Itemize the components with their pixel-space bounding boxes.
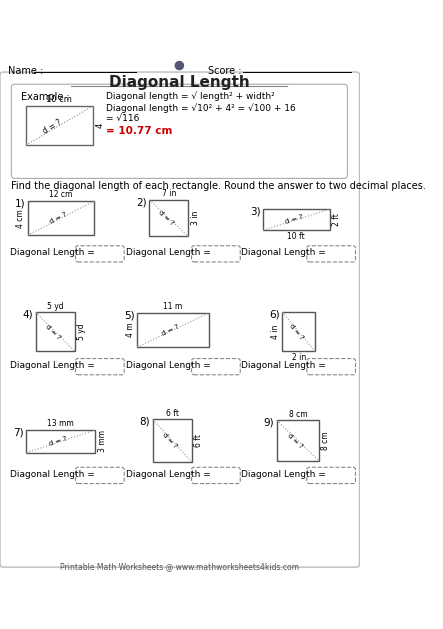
Text: d = ?: d = ? xyxy=(284,214,303,225)
Text: 3 in: 3 in xyxy=(191,211,200,225)
Text: 10 cm: 10 cm xyxy=(47,95,72,104)
Text: d = ?: d = ? xyxy=(158,209,175,226)
Text: Diagonal length = √10² + 4² = √100 + 16: Diagonal length = √10² + 4² = √100 + 16 xyxy=(105,103,295,113)
Text: Diagonal Length =: Diagonal Length = xyxy=(241,470,326,479)
Text: d = ?: d = ? xyxy=(287,432,304,449)
Text: 6 ft: 6 ft xyxy=(166,409,179,418)
Text: 1): 1) xyxy=(15,199,25,209)
Text: 8 cm: 8 cm xyxy=(288,409,307,419)
Text: Diagonal length = √ length² + width²: Diagonal length = √ length² + width² xyxy=(105,91,274,101)
Text: 4 cm: 4 cm xyxy=(16,209,25,228)
Text: Example :: Example : xyxy=(21,91,70,101)
Text: Diagonal Length =: Diagonal Length = xyxy=(10,470,94,479)
Text: Diagonal Length =: Diagonal Length = xyxy=(241,361,326,370)
FancyBboxPatch shape xyxy=(0,72,360,567)
Text: 4 in: 4 in xyxy=(271,325,280,339)
Text: Diagonal Length =: Diagonal Length = xyxy=(10,361,94,370)
Text: 4 m: 4 m xyxy=(126,323,135,337)
Text: d = ?: d = ? xyxy=(161,323,180,337)
Text: 11 m: 11 m xyxy=(163,303,183,311)
Text: 7 in: 7 in xyxy=(162,189,176,198)
FancyBboxPatch shape xyxy=(75,359,124,375)
Text: Diagonal Length =: Diagonal Length = xyxy=(126,248,210,257)
Text: 5): 5) xyxy=(124,311,135,321)
Text: 2): 2) xyxy=(136,198,147,208)
FancyBboxPatch shape xyxy=(12,84,347,179)
FancyBboxPatch shape xyxy=(307,359,355,375)
Text: d = ?: d = ? xyxy=(42,118,64,136)
FancyBboxPatch shape xyxy=(191,467,240,484)
Text: Score :: Score : xyxy=(208,65,242,75)
FancyBboxPatch shape xyxy=(307,246,355,262)
Text: 8 cm: 8 cm xyxy=(322,431,330,450)
Text: Diagonal Length =: Diagonal Length = xyxy=(241,248,326,257)
Text: = 10.77 cm: = 10.77 cm xyxy=(105,126,172,136)
Text: 2 ft: 2 ft xyxy=(332,213,341,226)
Polygon shape xyxy=(175,62,183,70)
Text: 9): 9) xyxy=(264,418,274,428)
Text: 3): 3) xyxy=(250,207,260,217)
Text: 6 ft: 6 ft xyxy=(194,434,203,447)
Text: 8): 8) xyxy=(140,417,150,427)
FancyBboxPatch shape xyxy=(75,467,124,484)
Text: 5 yd: 5 yd xyxy=(47,302,63,311)
Text: d = ?: d = ? xyxy=(44,323,62,340)
Text: 12 cm: 12 cm xyxy=(49,191,73,199)
Text: Printable Math Worksheets @ www.mathworksheets4kids.com: Printable Math Worksheets @ www.mathwork… xyxy=(60,562,299,571)
FancyBboxPatch shape xyxy=(75,246,124,262)
Text: d = ?: d = ? xyxy=(288,323,304,341)
Text: d = ?: d = ? xyxy=(161,431,178,449)
Text: = √116: = √116 xyxy=(105,114,139,123)
FancyBboxPatch shape xyxy=(307,467,355,484)
Text: Diagonal Length =: Diagonal Length = xyxy=(126,470,210,479)
Text: 4: 4 xyxy=(96,123,105,128)
Text: 10 ft: 10 ft xyxy=(288,232,305,241)
Text: 3 mm: 3 mm xyxy=(98,430,107,452)
Text: Name :: Name : xyxy=(8,65,43,75)
Text: Find the diagonal length of each rectangle. Round the answer to two decimal plac: Find the diagonal length of each rectang… xyxy=(12,181,426,191)
Text: 2 in: 2 in xyxy=(291,353,306,362)
FancyBboxPatch shape xyxy=(191,246,240,262)
Text: 13 mm: 13 mm xyxy=(47,420,74,428)
Text: Diagonal Length: Diagonal Length xyxy=(109,75,250,91)
Text: Diagonal Length =: Diagonal Length = xyxy=(126,361,210,370)
Text: 5 yd: 5 yd xyxy=(77,323,86,340)
Text: 4): 4) xyxy=(23,310,33,320)
FancyBboxPatch shape xyxy=(191,359,240,375)
Text: Diagonal Length =: Diagonal Length = xyxy=(10,248,94,257)
Text: 7): 7) xyxy=(13,428,24,438)
Text: 6): 6) xyxy=(269,310,280,320)
Text: d = ?: d = ? xyxy=(49,436,68,447)
Text: d = ?: d = ? xyxy=(49,211,68,225)
